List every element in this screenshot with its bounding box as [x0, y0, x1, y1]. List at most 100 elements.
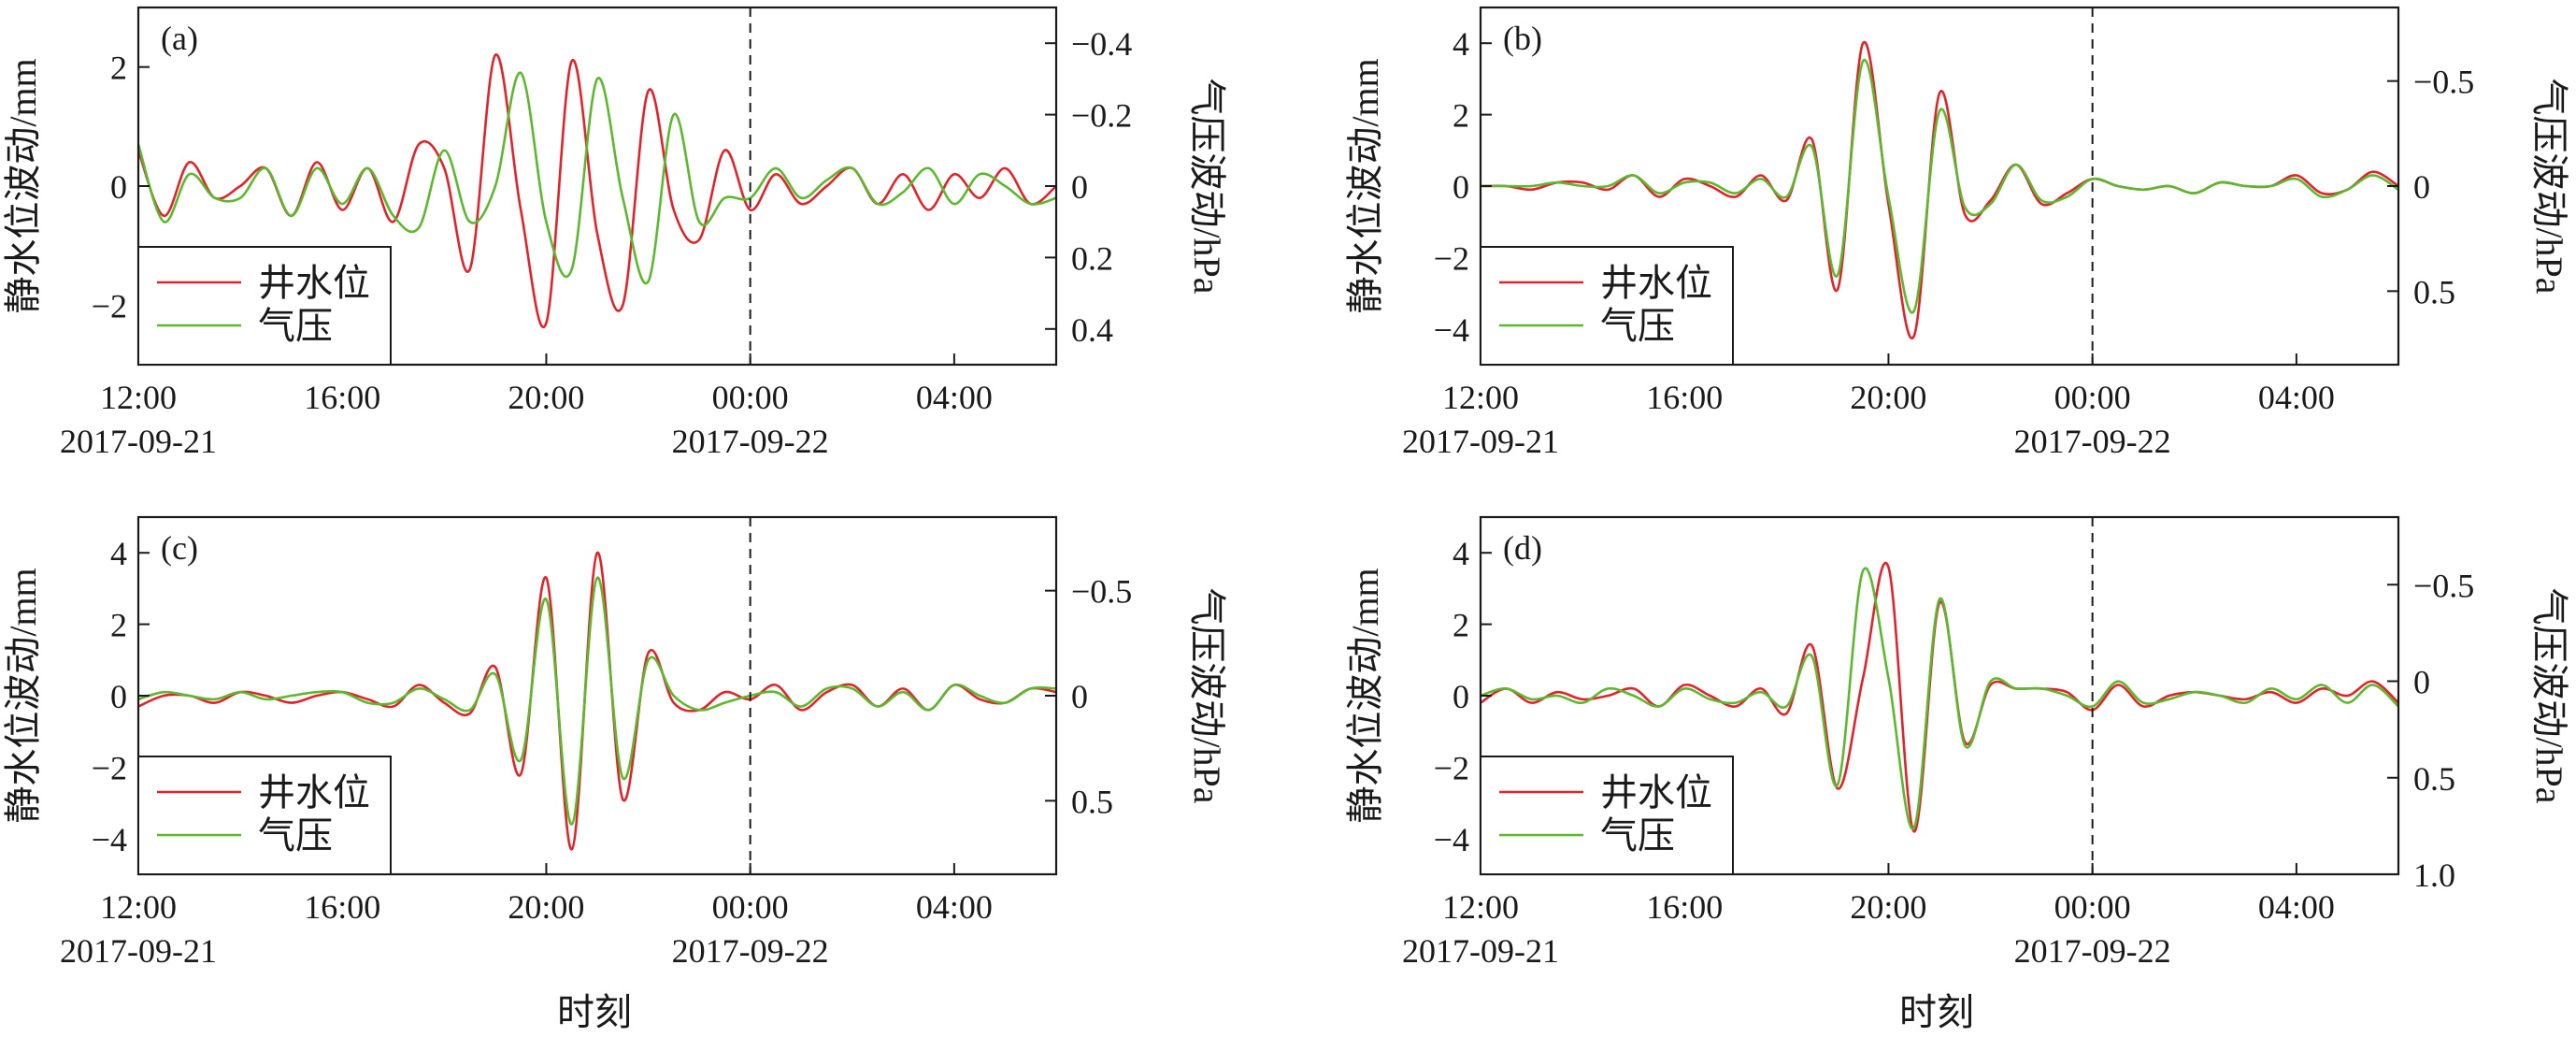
x-tick-label: 00:00 [712, 379, 789, 416]
left-tick-label: 0 [1453, 168, 1469, 206]
right-tick-label: −0.5 [2413, 567, 2474, 604]
legend-label-well: 井水位 [1600, 771, 1712, 814]
x-tick-label: 20:00 [508, 888, 584, 926]
left-tick-label: −4 [1434, 821, 1469, 858]
panel-1: −4 −2 0 2 4 −0.5 0 0.5 12:00 2017-09-21 16:00 20:00… [1344, 6, 2570, 460]
legend-label-pressure: 气压 [258, 305, 333, 347]
left-tick-label: 2 [110, 50, 127, 87]
legend-box [1480, 246, 1734, 366]
panel-label: (a) [161, 20, 198, 57]
x-date-label: 2017-09-22 [2014, 423, 2171, 460]
legend-label-well: 井水位 [1600, 262, 1712, 304]
x-tick-label: 16:00 [1646, 888, 1723, 926]
pressure-series-line [1481, 58, 2398, 314]
right-tick-label: −0.5 [2413, 64, 2474, 101]
left-axis-title: 静水位波动/mm [2, 568, 44, 823]
x-tick-label: 00:00 [2054, 888, 2131, 926]
x-tick-label: 16:00 [304, 888, 380, 926]
left-tick-label: 2 [110, 607, 127, 644]
panel-0: −2 0 2 −0.4 −0.2 0 0.2 0.4 12:00 2017-09-21 16:00 2… [2, 6, 1228, 460]
right-tick-label: −0.2 [1071, 97, 1132, 135]
panel-label: (d) [1503, 529, 1542, 567]
panel-3: −4 −2 0 2 4 −0.5 0 0.5 1.0 12:00 2017-09-21 16:00 20… [1344, 515, 2570, 970]
right-axis-title: 气压波动/hPa [1186, 587, 1228, 803]
left-tick-label: −2 [1434, 749, 1469, 786]
x-tick-label: 20:00 [1850, 379, 1926, 416]
x-tick-label: 12:00 [1442, 379, 1519, 416]
right-tick-label: 0 [2413, 664, 2430, 701]
x-tick-label: 04:00 [916, 379, 993, 416]
left-tick-label: 0 [1453, 678, 1469, 715]
x-tick-label: 20:00 [1850, 888, 1926, 926]
left-tick-label: 0 [110, 168, 127, 206]
right-tick-label: −0.4 [1071, 25, 1132, 63]
panel-label: (c) [161, 529, 198, 567]
legend-label-well: 井水位 [258, 771, 370, 814]
right-axis-title: 气压波动/hPa [2528, 587, 2570, 803]
right-tick-label: 0.4 [1071, 311, 1113, 349]
legend-label-pressure: 气压 [1600, 305, 1675, 347]
x-tick-label: 12:00 [100, 379, 177, 416]
x-axis-title-right: 时刻 [1899, 991, 1974, 1033]
left-tick-label: 0 [110, 678, 127, 715]
x-tick-label: 12:00 [1442, 888, 1519, 926]
x-tick-label: 04:00 [2258, 379, 2335, 416]
left-tick-label: 4 [1453, 535, 1469, 572]
panels: −2 0 2 −0.4 −0.2 0 0.2 0.4 12:00 2017-09-21 16:00 2… [2, 6, 2570, 970]
right-tick-label: 0.5 [1071, 783, 1113, 820]
x-date-label: 2017-09-21 [1402, 423, 1559, 460]
legend-box [1480, 756, 1734, 875]
left-tick-label: 4 [110, 535, 127, 572]
pressure-series-line [138, 71, 1056, 285]
panel-label: (b) [1503, 20, 1542, 57]
x-date-label: 2017-09-22 [672, 423, 829, 460]
pressure-series-line [138, 576, 1056, 826]
left-tick-label: 4 [1453, 25, 1469, 63]
legend-box [137, 246, 392, 366]
x-date-label: 2017-09-21 [1402, 932, 1559, 970]
left-tick-label: −2 [1434, 239, 1469, 277]
right-tick-label: 0 [1071, 168, 1088, 206]
right-axis-title: 气压波动/hPa [1186, 78, 1228, 294]
left-tick-label: 2 [1453, 607, 1469, 644]
right-tick-label: 0 [1071, 678, 1088, 715]
x-date-label: 2017-09-22 [2014, 932, 2171, 970]
x-date-label: 2017-09-21 [60, 932, 217, 970]
right-tick-label: 0.5 [2413, 760, 2455, 798]
left-tick-label: 2 [1453, 97, 1469, 135]
x-tick-label: 00:00 [712, 888, 789, 926]
left-axis-title: 静水位波动/mm [1344, 568, 1386, 823]
x-tick-label: 16:00 [304, 379, 380, 416]
left-tick-label: −2 [92, 287, 127, 324]
right-tick-label: 0 [2413, 168, 2430, 206]
right-tick-label: 1.0 [2413, 857, 2455, 894]
x-tick-label: 00:00 [2054, 379, 2131, 416]
left-tick-label: −2 [92, 749, 127, 786]
x-date-label: 2017-09-22 [672, 932, 829, 970]
legend-label-pressure: 气压 [1600, 814, 1675, 857]
x-date-label: 2017-09-21 [60, 423, 217, 460]
x-tick-label: 12:00 [100, 888, 177, 926]
x-tick-label: 04:00 [916, 888, 993, 926]
legend-label-pressure: 气压 [258, 814, 333, 857]
left-tick-label: −4 [1434, 311, 1469, 349]
legend-label-well: 井水位 [258, 262, 370, 304]
pressure-series-line [1481, 567, 2398, 830]
left-axis-title: 静水位波动/mm [2, 58, 44, 313]
panel-2: −4 −2 0 2 4 −0.5 0 0.5 12:00 2017-09-21 16:00 20:00… [2, 515, 1228, 970]
left-axis-title: 静水位波动/mm [1344, 58, 1386, 313]
x-tick-label: 20:00 [508, 379, 584, 416]
right-axis-title: 气压波动/hPa [2528, 78, 2570, 294]
right-tick-label: 0.2 [1071, 239, 1113, 277]
x-axis-title-left: 时刻 [557, 991, 632, 1033]
right-tick-label: −0.5 [1071, 573, 1132, 611]
legend-box [137, 756, 392, 875]
left-tick-label: −4 [92, 821, 127, 858]
x-tick-label: 16:00 [1646, 379, 1723, 416]
right-tick-label: 0.5 [2413, 273, 2455, 310]
